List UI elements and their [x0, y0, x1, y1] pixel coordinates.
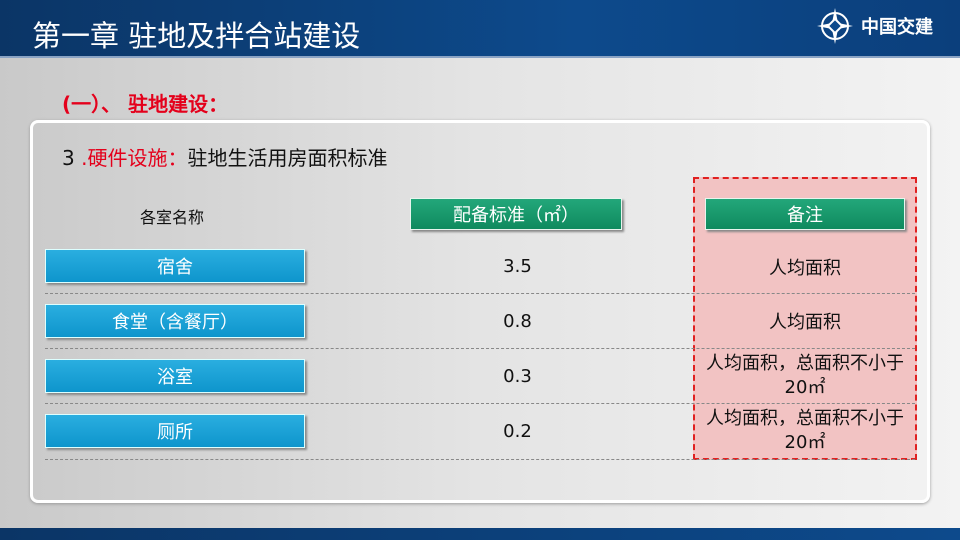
room-label: 浴室 [45, 359, 305, 393]
section-heading: 3 .硬件设施：驻地生活用房面积标准 [62, 142, 387, 171]
room-label: 厕所 [45, 414, 305, 448]
column-header-notes: 备注 [705, 198, 905, 230]
section-label: .硬件设施： [81, 146, 188, 170]
row-divider [45, 348, 915, 349]
row-divider [45, 459, 915, 460]
logo-text: 中国交建 [861, 17, 933, 38]
row-divider [45, 293, 915, 294]
standard-value: 0.3 [503, 366, 532, 387]
note-cell: 人均面积 [769, 258, 841, 279]
section-subtitle: (一）、 驻地建设： [62, 92, 229, 116]
note-cell: 人均面积 [769, 312, 841, 333]
section-number: 3 [62, 146, 75, 170]
room-label: 宿舍 [45, 249, 305, 283]
standard-value: 0.2 [503, 421, 532, 442]
compass-logo-icon [817, 8, 853, 44]
section-text: 驻地生活用房面积标准 [187, 146, 388, 170]
column-header-standard: 配备标准（㎡） [410, 198, 622, 230]
room-label: 食堂（含餐厅） [45, 304, 305, 338]
content-panel [30, 120, 930, 503]
page-title: 第一章 驻地及拌合站建设 [32, 19, 361, 53]
column-header-room: 各室名称 [140, 208, 205, 227]
note-cell: 人均面积，总面积不小于20㎡ [706, 408, 904, 453]
footer-bar [0, 528, 960, 540]
standard-value: 0.8 [503, 311, 532, 332]
standard-value: 3.5 [503, 256, 532, 277]
header-bar: 第一章 驻地及拌合站建设 中国交建 [0, 0, 960, 58]
company-logo: 中国交建 [815, 6, 933, 46]
note-cell: 人均面积，总面积不小于20㎡ [706, 353, 904, 398]
row-divider [45, 403, 915, 404]
